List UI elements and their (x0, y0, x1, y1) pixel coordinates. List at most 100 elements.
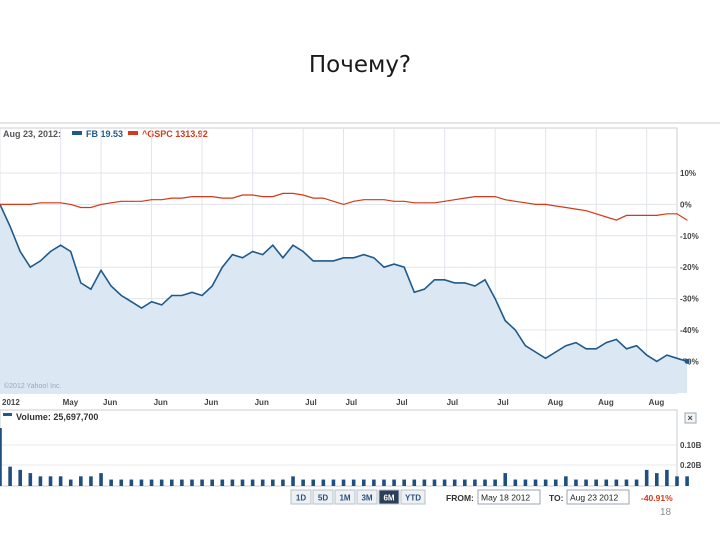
volume-bar (139, 479, 144, 486)
data-point-fb (110, 285, 112, 287)
volume-bar (422, 479, 427, 486)
volume-tick-label: 0.10B (680, 441, 702, 450)
fb-area-fill (0, 204, 688, 393)
data-point-fb (353, 257, 355, 259)
data-point-gspc (242, 194, 244, 196)
range-button-5d[interactable] (312, 489, 334, 505)
volume-bar (361, 479, 366, 486)
volume-bar (180, 479, 184, 486)
data-point-gspc (575, 208, 577, 210)
volume-bar (271, 479, 275, 486)
to-date-input[interactable] (566, 489, 630, 505)
data-point-fb (9, 225, 11, 227)
data-point-fb (615, 338, 617, 341)
volume-tick-label: 0.20B (680, 461, 702, 470)
data-point-fb (39, 260, 42, 262)
data-point-gspc (181, 197, 183, 199)
volume-bar (402, 479, 406, 486)
data-point-fb (140, 307, 143, 309)
volume-bar (99, 473, 103, 486)
range-button-ytd[interactable] (400, 489, 426, 505)
volume-bar (351, 479, 356, 486)
data-point-gspc (312, 197, 314, 199)
data-point-gspc (595, 213, 597, 215)
x-tick-label: Jun (255, 398, 269, 407)
volume-bar (341, 479, 346, 486)
data-point-fb (100, 269, 102, 271)
volume-bar (442, 479, 447, 486)
data-point-fb (393, 263, 395, 265)
from-date-input[interactable] (477, 489, 541, 505)
range-button-label[interactable]: YTD (405, 494, 421, 503)
range-button-label[interactable]: 5D (318, 494, 328, 503)
y-tick-label: -10% (680, 232, 699, 241)
data-point-gspc (666, 213, 668, 215)
legend-swatch-gspc (128, 131, 138, 135)
volume-bar (685, 476, 689, 486)
data-point-gspc (272, 196, 274, 198)
range-button-label[interactable]: 1M (339, 494, 350, 503)
y-tick-label: -30% (680, 295, 699, 304)
from-date-value[interactable]: May 18 2012 (481, 493, 530, 503)
data-point-gspc (423, 202, 425, 204)
data-point-gspc (120, 200, 122, 202)
to-date-value[interactable]: Aug 23 2012 (570, 493, 618, 503)
data-point-gspc (302, 194, 304, 196)
range-button-1m[interactable] (334, 489, 356, 505)
volume-bar (28, 473, 33, 486)
data-point-fb (252, 250, 254, 253)
volume-bar (604, 479, 609, 486)
data-point-gspc (9, 203, 11, 205)
volume-label: Volume: 25,697,700 (16, 412, 98, 422)
x-tick-label: Jul (497, 398, 509, 407)
data-point-fb (363, 254, 365, 256)
data-point-gspc (292, 192, 294, 194)
volume-bar (291, 476, 295, 486)
range-button-3m[interactable] (356, 489, 378, 505)
data-point-fb (221, 266, 223, 268)
data-point-fb (161, 304, 163, 306)
data-point-gspc (282, 192, 284, 194)
range-button-label[interactable]: 3M (361, 494, 372, 503)
volume-bar (372, 479, 376, 486)
data-point-fb (201, 294, 203, 297)
volume-bar (129, 479, 134, 486)
volume-bar (169, 479, 174, 486)
volume-bar (543, 479, 548, 486)
data-point-fb (191, 291, 193, 293)
data-point-fb (423, 288, 425, 290)
data-point-gspc (252, 194, 254, 196)
x-tick-label: Aug (548, 398, 564, 407)
x-tick-label: Aug (649, 398, 665, 407)
data-point-gspc (231, 197, 233, 199)
data-point-fb (454, 282, 456, 284)
volume-bar (250, 479, 255, 486)
data-point-gspc (0, 203, 1, 205)
close-icon-glyph[interactable]: × (688, 413, 693, 423)
data-point-gspc (383, 199, 385, 201)
data-point-gspc (494, 196, 496, 198)
close-icon[interactable] (684, 412, 697, 424)
data-point-fb (605, 341, 607, 344)
data-point-gspc (211, 196, 213, 198)
data-point-gspc (484, 196, 486, 198)
volume-bar (149, 479, 154, 486)
data-point-gspc (151, 199, 153, 201)
data-point-gspc (545, 203, 547, 205)
data-point-fb (70, 250, 72, 253)
volume-bar (48, 476, 53, 486)
data-point-fb (231, 254, 234, 256)
range-button-label[interactable]: 1D (296, 494, 306, 503)
range-button-label[interactable]: 6M (383, 494, 394, 503)
volume-bar (331, 479, 336, 486)
data-point-fb (60, 244, 62, 246)
data-point-fb (625, 348, 628, 350)
range-button-1d[interactable] (290, 489, 312, 505)
x-tick-label: Jul (346, 398, 358, 407)
range-button-6m[interactable] (378, 489, 400, 505)
data-point-fb (575, 341, 577, 344)
data-point-gspc (262, 196, 264, 198)
data-point-gspc (191, 196, 193, 198)
volume-bar (260, 479, 265, 486)
